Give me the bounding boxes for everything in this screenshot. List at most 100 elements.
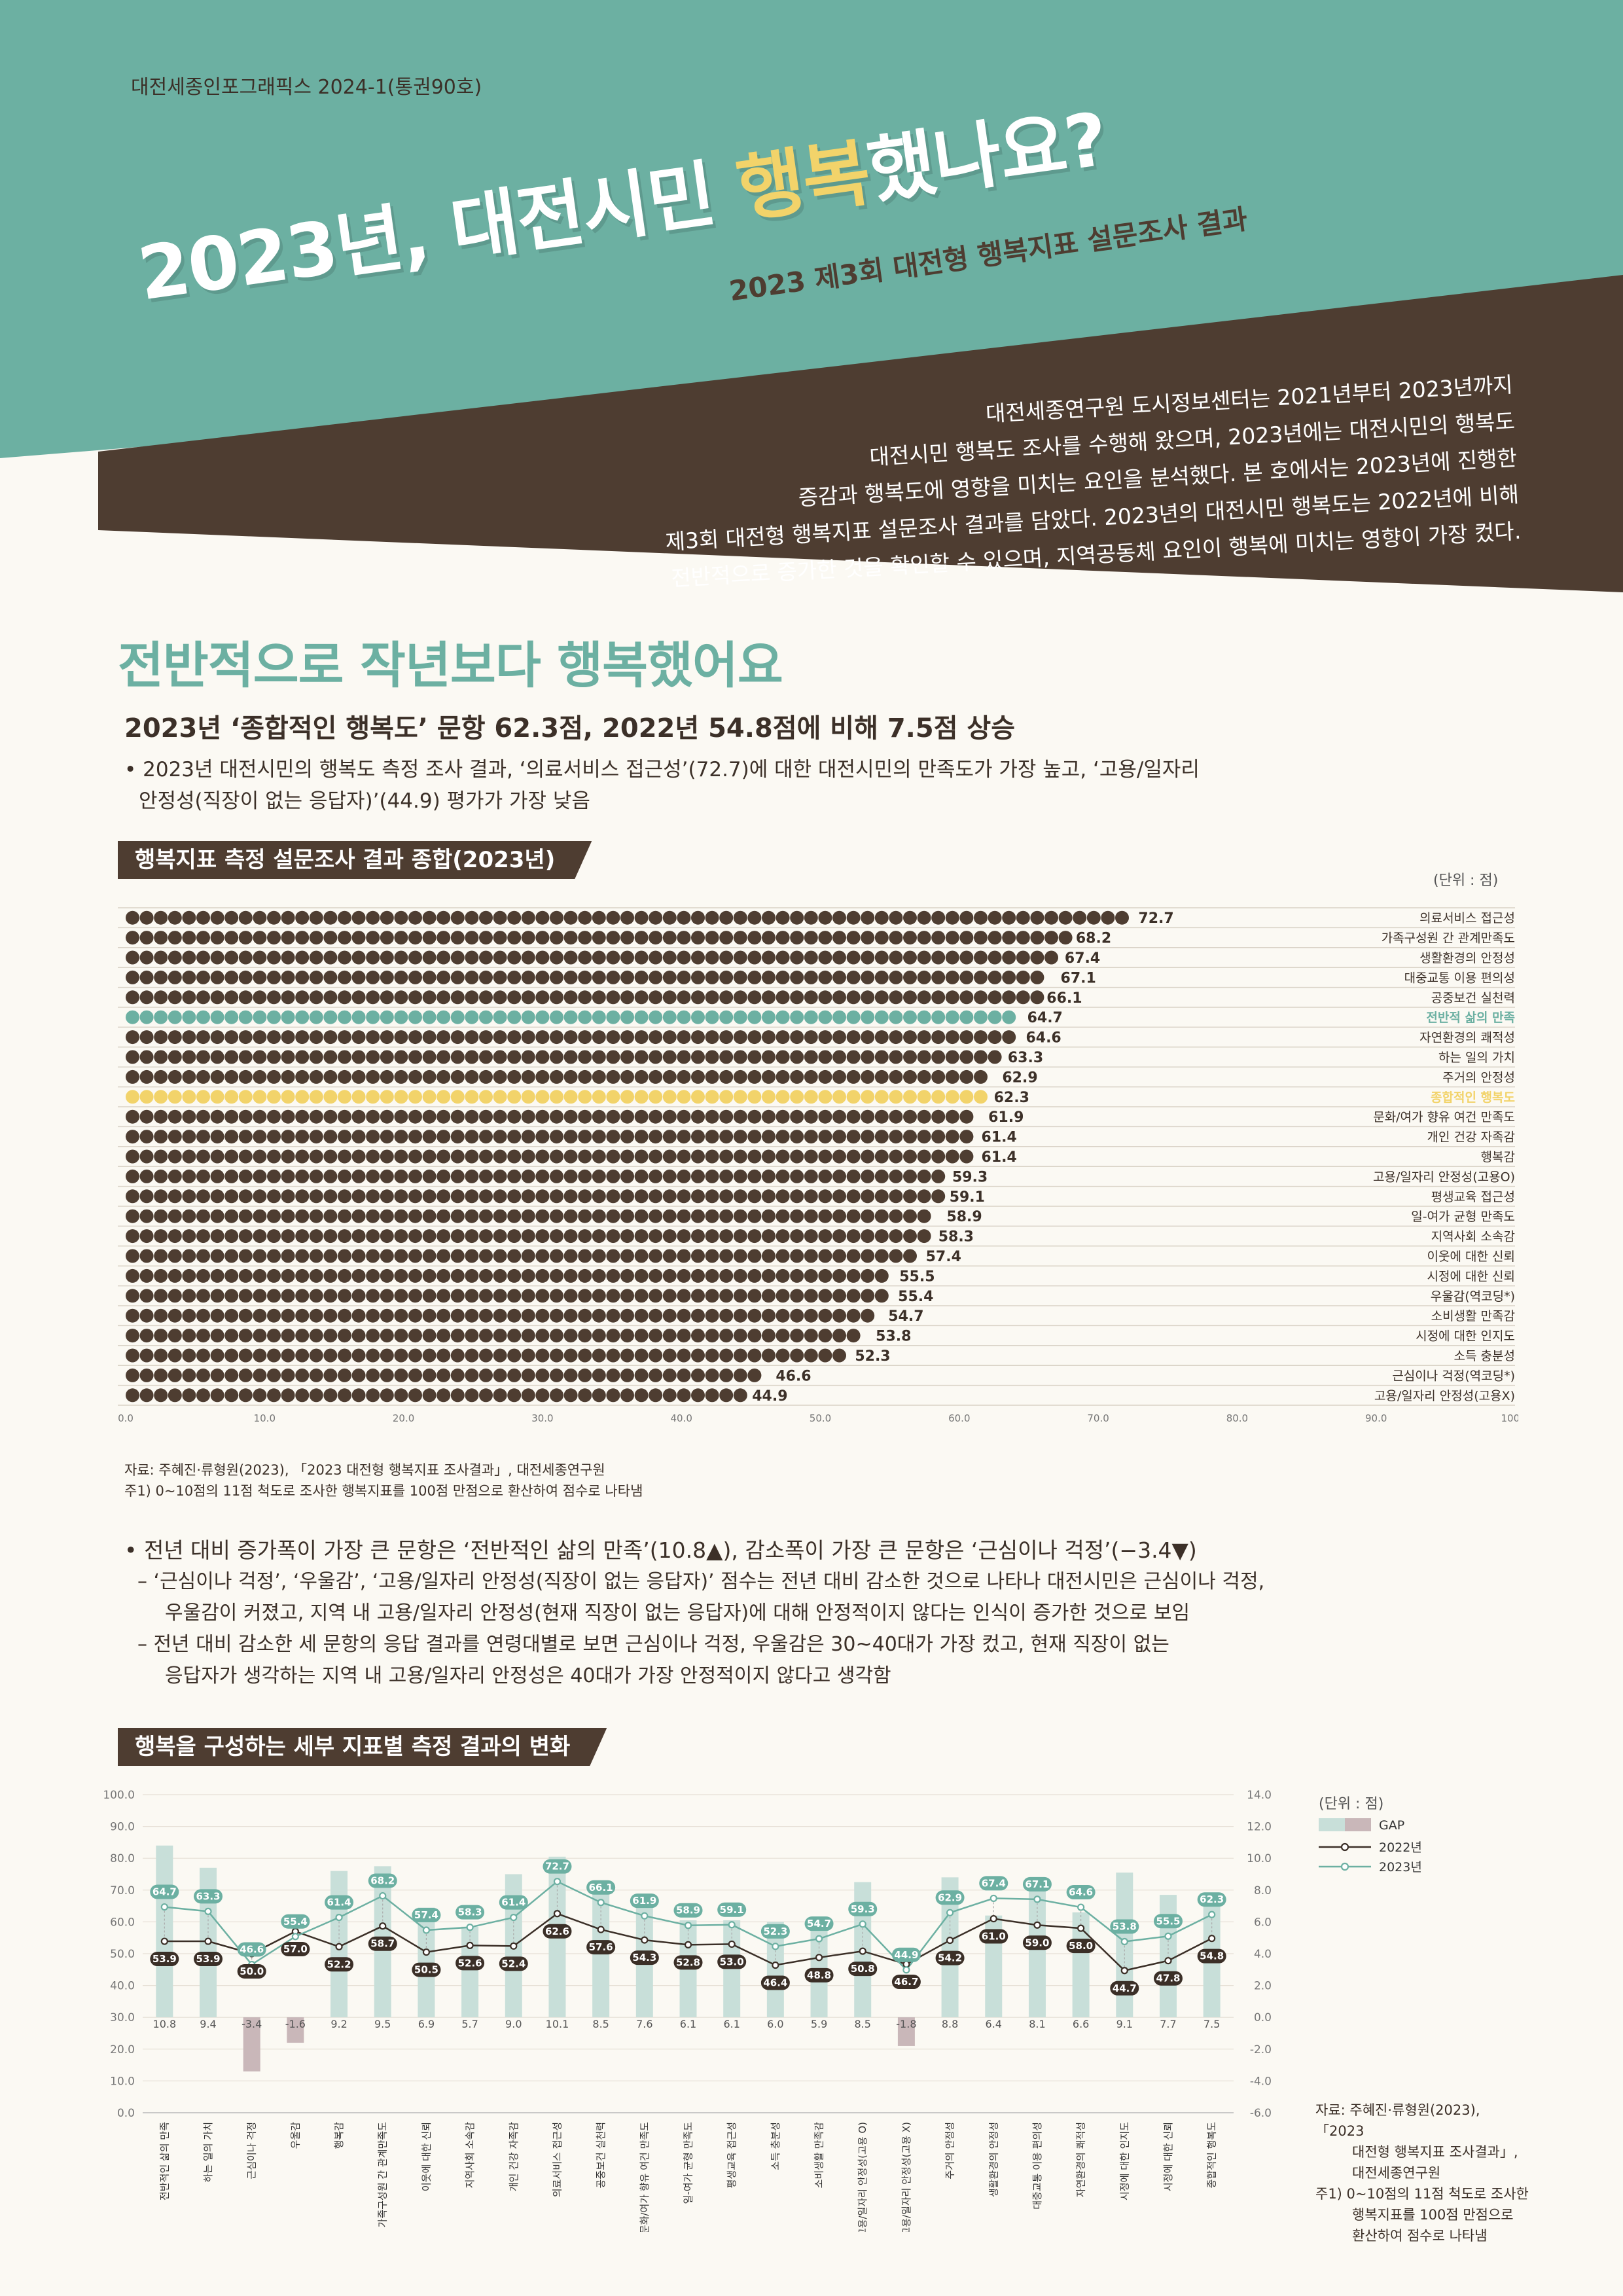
label-pill-2022 (586, 1940, 616, 1955)
bar-dot (776, 1329, 790, 1343)
bar-dot (747, 1149, 762, 1164)
label-pill-2022 (281, 1941, 310, 1956)
bar-dot (762, 950, 776, 965)
bar-dot (662, 1149, 677, 1164)
bar-dot (846, 1289, 861, 1303)
y-tick-label: 70.0 (110, 1884, 135, 1897)
category-label: 가족구성원 간 관계만족도 (1382, 931, 1515, 946)
bar-dot (338, 1329, 351, 1343)
bar-dot (479, 1249, 493, 1263)
gap-label: 6.4 (986, 2018, 1002, 2030)
bar-dot (747, 1050, 762, 1064)
bar-dot (210, 970, 224, 984)
bar-dot (832, 1308, 846, 1323)
bar-dot (606, 1289, 620, 1303)
bar-dot (959, 1050, 974, 1064)
gap-label: 8.5 (854, 2018, 870, 2030)
bar-dot (507, 970, 522, 984)
bar-dot (649, 990, 663, 1005)
bar-dot (931, 950, 946, 965)
bar-dot (776, 1249, 790, 1263)
bar-dot (832, 1030, 846, 1045)
bar-dot (606, 1130, 620, 1144)
bar-dot (450, 1189, 465, 1204)
gap-bar (287, 2017, 304, 2043)
point-2023 (422, 1926, 431, 1934)
bar-dot (366, 1368, 380, 1382)
gap-label: 9.1 (1116, 2018, 1133, 2030)
bar-dot (790, 1090, 804, 1104)
bar-dot (408, 1289, 422, 1303)
x-category-label: 종합적인 행복도 (1206, 2122, 1218, 2189)
bar-dot (309, 990, 323, 1005)
bar-dot (224, 1289, 239, 1303)
bar-dot (677, 1109, 691, 1124)
bar-dot (818, 1050, 832, 1064)
bar-dot (578, 990, 592, 1005)
bar-dot (1002, 1030, 1016, 1045)
bar-dot (139, 1069, 154, 1084)
bar-dot (804, 1050, 818, 1064)
bar-dot (649, 1069, 663, 1084)
bar-dot (366, 1169, 380, 1183)
bar-dot (338, 1388, 351, 1403)
bar-dot (507, 1289, 522, 1303)
bar-dot (380, 970, 394, 984)
bar-dot (705, 1268, 719, 1283)
bar-dot (974, 1069, 988, 1084)
bar-dot (662, 1329, 677, 1343)
point-2022 (553, 1910, 562, 1918)
bar-dot (380, 931, 394, 945)
bar-dot (380, 1030, 394, 1045)
bar-dot (903, 1209, 917, 1223)
bar-dot (832, 1149, 846, 1164)
bar-dot (154, 1329, 168, 1343)
label-pill-2022 (760, 1975, 790, 1990)
bar-dot (139, 1368, 154, 1382)
bar-5 (126, 990, 1044, 1005)
bar-dot (606, 1109, 620, 1124)
y-tick-label: 60.0 (110, 1916, 135, 1929)
bar-dot (535, 1289, 550, 1303)
bar-dot (182, 1268, 196, 1283)
bar-dot (578, 1268, 592, 1283)
bar-dot (662, 1249, 677, 1263)
bar-dot (139, 1229, 154, 1244)
bar-dot (450, 970, 465, 984)
data-label-2023: 55.5 (1156, 1915, 1180, 1927)
category-label: 행복감 (1481, 1150, 1515, 1164)
bar-dot (493, 1090, 507, 1104)
bar-dot (563, 1010, 578, 1024)
x-category-label: 대중교통 이용 편의성 (1031, 2122, 1043, 2210)
bar-dot (874, 1189, 889, 1204)
point-2023 (946, 1909, 954, 1916)
bar-dot (917, 1090, 931, 1104)
bar-dot (238, 1090, 253, 1104)
y2-tick-label: 12.0 (1247, 1821, 1272, 1834)
chart2-unit: (단위 : 점) (1319, 1796, 1384, 1812)
bar-dot (677, 970, 691, 984)
bar-dot (634, 1388, 649, 1403)
bar-dot (309, 950, 323, 965)
bar-dot (521, 1308, 535, 1323)
bar-dot (309, 1289, 323, 1303)
data-label: 67.1 (1061, 970, 1096, 986)
bar-dot (931, 990, 946, 1005)
bar-dot (790, 1149, 804, 1164)
bar-dot (535, 1030, 550, 1045)
bar-dot (507, 1268, 522, 1283)
bar-dot (465, 1388, 479, 1403)
bar-dot (945, 1069, 959, 1084)
bar-dot (366, 1189, 380, 1204)
series-label: 대전세종인포그래픽스 2024-1(통권90호) (131, 76, 482, 99)
bar-dot (380, 1189, 394, 1204)
category-label: 개인 건강 자족감 (1427, 1130, 1515, 1145)
bar-dot (762, 1030, 776, 1045)
bar-dot (351, 1209, 366, 1223)
gap-label: 6.6 (1073, 2018, 1089, 2030)
bar-dot (309, 1050, 323, 1064)
bar-dot (818, 990, 832, 1005)
label-pill-2023 (150, 1884, 179, 1899)
bar-dot (210, 1348, 224, 1363)
data-label-2022: 57.6 (589, 1941, 613, 1953)
